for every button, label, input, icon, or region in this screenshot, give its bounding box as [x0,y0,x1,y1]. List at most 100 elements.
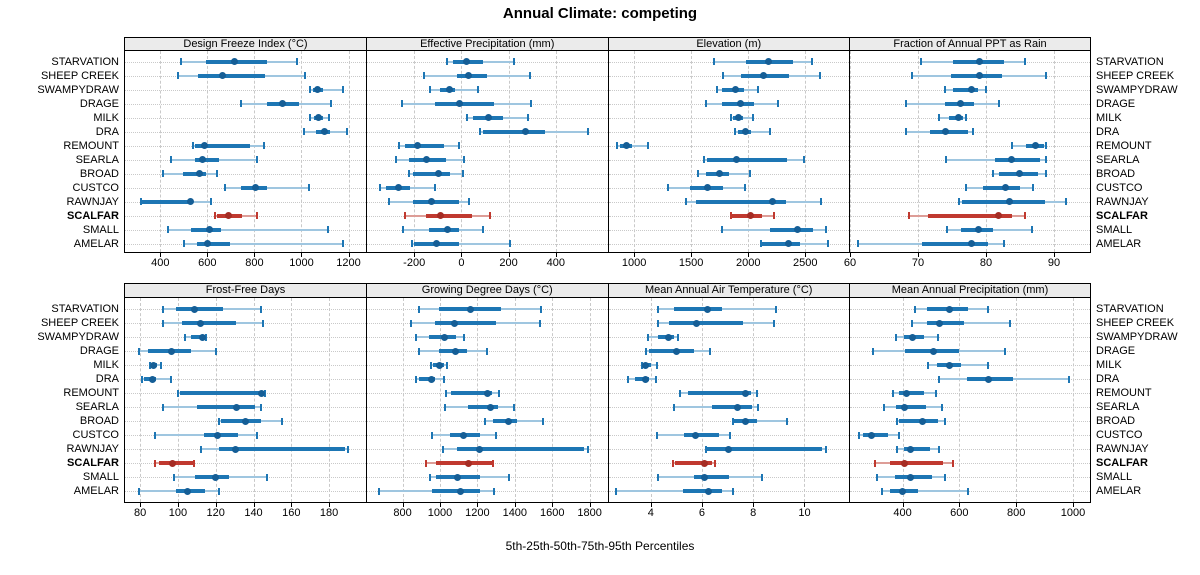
panel-elevation-m [607,51,849,253]
median-dot [994,212,1002,220]
range-25-75 [903,447,931,451]
site-label-right-amelar: AMELAR [1096,485,1142,497]
gridline-x [414,51,416,252]
cap-95th [748,170,751,178]
site-label-left-small: SMALL [82,223,119,236]
cap-95th [304,72,306,80]
gridline-y [125,463,366,464]
cap-5th [616,142,619,150]
gridline-y [608,337,849,338]
cap-95th [326,226,329,234]
median-dot [734,114,742,122]
site-label-left-searla: SEARLA [75,401,119,413]
median-dot [672,347,680,355]
gridline-y [125,201,366,203]
cap-5th [418,305,421,313]
cap-5th [429,86,432,94]
median-dot [414,142,422,150]
median-dot [315,114,323,122]
range-5-95 [881,490,968,492]
cap-5th [965,184,968,192]
cap-95th [218,487,221,495]
gridline-x [985,51,987,252]
range-25-75 [159,461,194,465]
site-label-left-remount: REMOUNT [63,387,119,399]
cap-95th [492,459,495,467]
gridline-y [367,89,608,91]
cap-5th [192,142,195,150]
site-label-left-milk: MILK [93,359,119,371]
cap-95th [541,417,544,425]
range-25-75 [707,447,823,451]
axis-tick-label: 600 [950,507,969,519]
gridline-x [301,51,303,252]
cap-95th [434,184,437,192]
cap-5th [411,240,414,248]
cap-95th [937,333,940,341]
gridline-x [514,297,516,502]
panel-header-mean-annual-precipitation-mm: Mean Annual Precipitation (mm) [849,283,1091,298]
gridline-x [439,297,441,502]
cap-95th [761,473,764,481]
cap-95th [263,142,266,150]
cap-5th [224,184,226,192]
cap-95th [461,170,464,178]
cap-5th [640,361,643,369]
range-25-75 [695,199,786,204]
cap-95th [159,361,162,369]
cap-5th [913,305,916,313]
cap-5th [379,184,382,192]
range-25-75 [195,157,219,162]
gridline-y [850,463,1090,464]
axis-tick-label: 1000 [621,257,647,269]
cap-95th [508,473,511,481]
gridline-x [748,51,750,252]
median-dot [443,226,451,234]
gridline-y [367,201,608,203]
range-25-75 [482,129,546,134]
range-25-75 [176,307,224,311]
cap-95th [512,58,515,66]
cap-95th [327,114,330,122]
site-label-right-remount: REMOUNT [1096,139,1152,152]
cap-95th [1031,184,1034,192]
axis-tick [634,253,636,257]
range-25-75 [899,391,924,395]
range-25-75 [451,391,493,395]
median-dot [942,128,950,136]
gridline-x [1072,297,1074,502]
cap-95th [481,226,484,234]
cap-95th [824,226,827,234]
median-dot [747,212,755,220]
range-25-75 [732,213,762,218]
median-dot [956,100,964,108]
cap-5th [138,487,141,495]
cap-95th [1024,212,1027,220]
median-dot [314,86,322,94]
range-25-75 [928,213,1012,218]
axis-tick-label: 120 [206,507,225,519]
site-label-left-dra: DRA [95,373,119,385]
median-dot [464,459,472,467]
range-25-75 [995,157,1040,162]
median-dot [200,142,208,150]
cap-95th [775,305,778,313]
cap-5th [895,417,898,425]
axis-tick-label: 2500 [792,257,818,269]
median-dot [457,487,465,495]
cap-95th [756,389,759,397]
cap-5th [401,100,404,108]
cap-95th [346,128,349,136]
cap-95th [255,212,258,220]
axis-tick-label: 80 [979,257,993,269]
cap-95th [540,305,542,313]
axis-tick [691,253,693,257]
median-dot [935,319,943,327]
range-25-75 [706,157,787,162]
median-dot [765,58,773,66]
median-dot [486,403,494,411]
median-dot [701,473,709,481]
range-25-75 [204,433,239,437]
cap-95th [341,86,344,94]
range-25-75 [436,461,493,465]
